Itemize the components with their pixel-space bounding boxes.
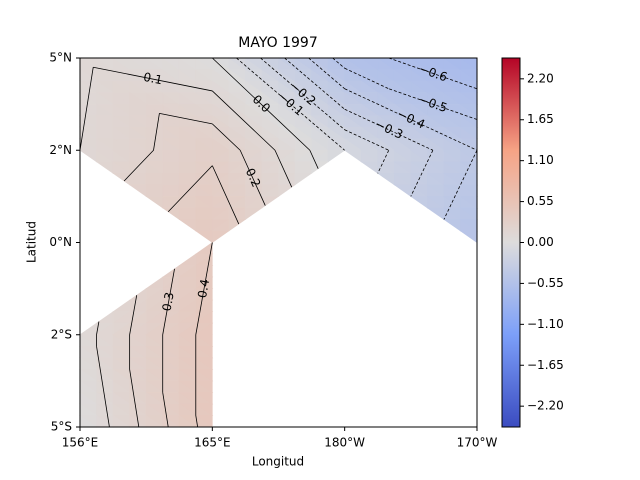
y-tick-label: 5°N (49, 51, 72, 65)
chart-title: MAYO 1997 (238, 35, 317, 51)
fill-cell (178, 219, 197, 232)
fill-cell (112, 299, 130, 312)
contour-line (123, 112, 266, 428)
fill-cell (161, 264, 180, 278)
fill-cell (194, 334, 213, 347)
colorbar-tick-label: −1.10 (527, 317, 564, 331)
contour-label: 0.4 (195, 278, 212, 299)
y-tick-label: 0°N (49, 235, 72, 249)
fill-cell (194, 241, 213, 255)
fill-cell (376, 173, 395, 186)
fill-cell (194, 357, 213, 370)
x-tick-label: 165°E (194, 436, 231, 450)
contour-line (79, 66, 293, 428)
y-axis-label: Latitud (25, 221, 39, 263)
fill-cell (161, 207, 180, 221)
fill-cell (145, 196, 164, 209)
fill-cell (278, 184, 296, 197)
contour-line (332, 57, 478, 120)
colorbar-tick-label: −2.20 (527, 399, 564, 413)
fill-cell (128, 184, 147, 197)
contour-line (284, 57, 434, 197)
fill-cell (409, 196, 428, 209)
fill-cell (194, 345, 213, 359)
fill-cell (261, 196, 280, 209)
y-tick-label: 5°S (51, 420, 72, 434)
colorbar-tick-label: 1.10 (527, 153, 554, 167)
fill-cell (245, 207, 263, 221)
contour-line (162, 165, 240, 428)
contour-label: 0.1 (142, 70, 163, 87)
fill-cell (95, 311, 114, 324)
fill-cell (95, 161, 114, 174)
fill-cell (194, 392, 213, 405)
fill-cell (128, 288, 147, 301)
contour-line (260, 57, 390, 174)
fill-cell (194, 380, 213, 393)
colorbar-tick-label: 0.00 (527, 235, 554, 249)
fill-cell (459, 230, 478, 244)
fill-cell (178, 253, 197, 266)
contour-label: 0.3 (160, 291, 177, 312)
contour-line (388, 57, 478, 90)
fill-cell (311, 161, 330, 174)
fill-cell (294, 173, 313, 186)
colorbar (501, 57, 521, 428)
contour-fill (79, 57, 478, 428)
colorbar-tick-label: −1.65 (527, 358, 564, 372)
fill-cell (79, 322, 97, 336)
fill-cell (426, 207, 445, 221)
fill-cell (327, 149, 346, 163)
x-axis-label: Longitud (252, 455, 304, 469)
x-tick-label: 170°W (457, 436, 498, 450)
y-tick-label: 2°S (51, 327, 72, 341)
contour-line (236, 57, 345, 151)
fill-cell (145, 276, 164, 289)
fill-cell (393, 184, 412, 197)
y-tick-label: 2°N (49, 143, 72, 157)
colorbar-tick-label: −0.55 (527, 276, 564, 290)
x-tick-label: 180°W (324, 436, 365, 450)
contour-line (195, 242, 213, 428)
fill-cell (112, 173, 130, 186)
colorbar-tick-label: 2.20 (527, 71, 554, 85)
fill-cell (360, 161, 379, 174)
fill-cell (343, 149, 362, 163)
fill-cell (212, 230, 230, 244)
fill-cell (194, 403, 213, 417)
fill-cell (442, 219, 461, 232)
x-tick-label: 156°E (62, 436, 99, 450)
fill-cell (79, 149, 97, 163)
colorbar-tick-label: 0.55 (527, 194, 554, 208)
colorbar-tick-label: 1.65 (527, 112, 554, 126)
fill-cell (194, 230, 213, 244)
fill-cell (194, 369, 213, 382)
